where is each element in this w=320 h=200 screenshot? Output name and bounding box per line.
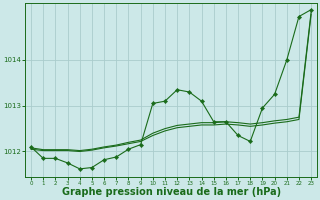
X-axis label: Graphe pression niveau de la mer (hPa): Graphe pression niveau de la mer (hPa): [61, 187, 281, 197]
